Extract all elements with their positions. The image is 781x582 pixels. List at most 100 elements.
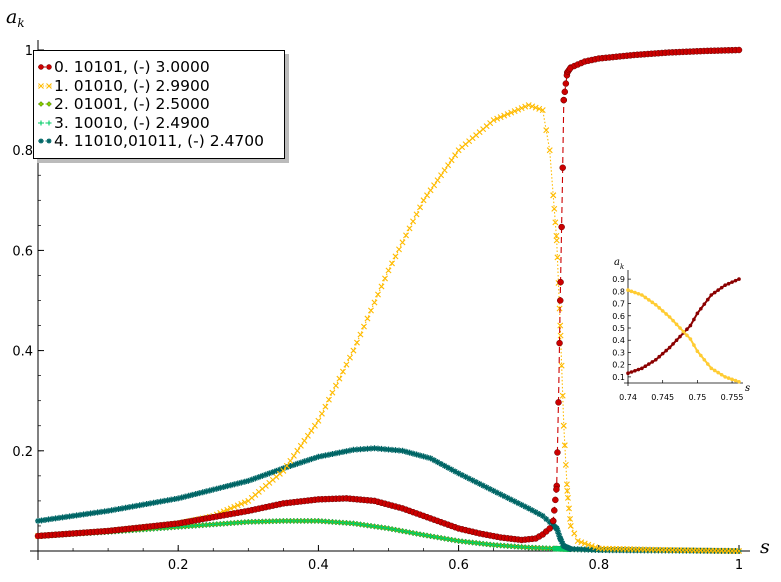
inset-data-point [737, 379, 741, 384]
data-point [567, 522, 574, 529]
inset-data-point [667, 315, 672, 319]
legend-label: 2. 01001, (-) 2.5000 [54, 95, 210, 114]
y-axis-label: ak [6, 6, 25, 30]
data-point [56, 514, 63, 521]
data-point [606, 547, 613, 554]
series-line [37, 447, 740, 552]
data-point [644, 547, 651, 554]
inset-data-point [674, 338, 679, 343]
data-point [399, 239, 406, 246]
data-point [552, 496, 559, 504]
data-point [543, 516, 550, 523]
inset-data-point [678, 326, 682, 330]
data-point [494, 489, 501, 496]
data-point [562, 461, 569, 468]
data-point [399, 447, 406, 454]
y-tick-label: 0.8 [12, 144, 33, 159]
data-point [178, 494, 185, 501]
data-point [276, 466, 283, 473]
data-point [558, 538, 565, 545]
data-point [549, 517, 557, 525]
data-point [122, 504, 129, 511]
inset-x-tick-label: 0.75 [688, 393, 706, 402]
data-point [413, 531, 420, 537]
data-point [434, 459, 441, 466]
data-point [452, 152, 459, 159]
data-point [269, 469, 276, 476]
data-point [234, 502, 241, 509]
data-point [357, 446, 364, 453]
inset-y-tick-label: 0.1 [612, 373, 625, 382]
inset-data-point [709, 366, 714, 371]
inset-data-point [650, 360, 655, 364]
data-point [38, 517, 45, 524]
data-point [255, 474, 262, 481]
data-point [168, 496, 175, 503]
inset-data-point [695, 311, 700, 316]
inset-data-point [653, 302, 658, 307]
data-point [448, 537, 455, 543]
data-point [406, 225, 413, 232]
data-point [325, 451, 332, 458]
data-point [558, 223, 565, 231]
inset-data-point [664, 312, 668, 316]
data-point [410, 530, 416, 536]
inset-data-point [688, 337, 693, 341]
data-point [585, 546, 592, 553]
data-point [566, 505, 572, 512]
data-point [80, 511, 87, 518]
data-point [336, 449, 343, 456]
data-point [532, 509, 539, 516]
data-point [143, 501, 150, 508]
data-point [315, 453, 322, 460]
inset-y-tick-label: 0.3 [612, 348, 625, 357]
data-point [175, 495, 182, 502]
data-point [567, 515, 574, 522]
data-point [424, 192, 431, 199]
data-point [129, 503, 136, 510]
data-point [424, 454, 431, 461]
data-point [189, 491, 196, 498]
inset-data-point [643, 295, 648, 300]
data-point [546, 147, 553, 154]
data-point [332, 450, 339, 457]
data-point [736, 548, 742, 554]
data-point [42, 516, 49, 523]
data-point [473, 479, 480, 486]
data-point [339, 448, 346, 455]
data-point [413, 451, 420, 458]
data-point [448, 157, 455, 164]
data-point [403, 232, 410, 239]
inset-y-tick-label: 0.2 [612, 361, 625, 370]
main-series [34, 46, 743, 555]
data-point [553, 232, 560, 239]
data-point [392, 527, 399, 533]
data-point [259, 472, 266, 479]
data-point [217, 484, 224, 491]
data-point [413, 211, 420, 218]
inset-data-point [653, 357, 658, 362]
inset-data-point [702, 302, 707, 306]
inset-data-point [723, 283, 727, 288]
inset-series-line [627, 278, 740, 375]
inset-data-point [636, 291, 641, 296]
inset-data-point [633, 290, 637, 295]
inset-data-point [685, 327, 689, 332]
data-point [561, 442, 568, 449]
legend-swatch [38, 138, 52, 144]
data-point [396, 447, 403, 454]
data-point [203, 488, 210, 495]
legend-entry: 2. 01001, (-) 2.5000 [37, 95, 284, 114]
inset-data-point [629, 370, 634, 374]
data-point [241, 478, 248, 485]
data-point [374, 291, 381, 298]
data-point [571, 546, 578, 553]
data-point [364, 315, 371, 322]
data-point [266, 470, 273, 477]
data-point [501, 493, 508, 500]
data-point [353, 446, 360, 453]
data-point [262, 471, 269, 478]
data-point [445, 464, 452, 471]
inset-data-point [681, 329, 686, 334]
data-point [518, 501, 525, 508]
